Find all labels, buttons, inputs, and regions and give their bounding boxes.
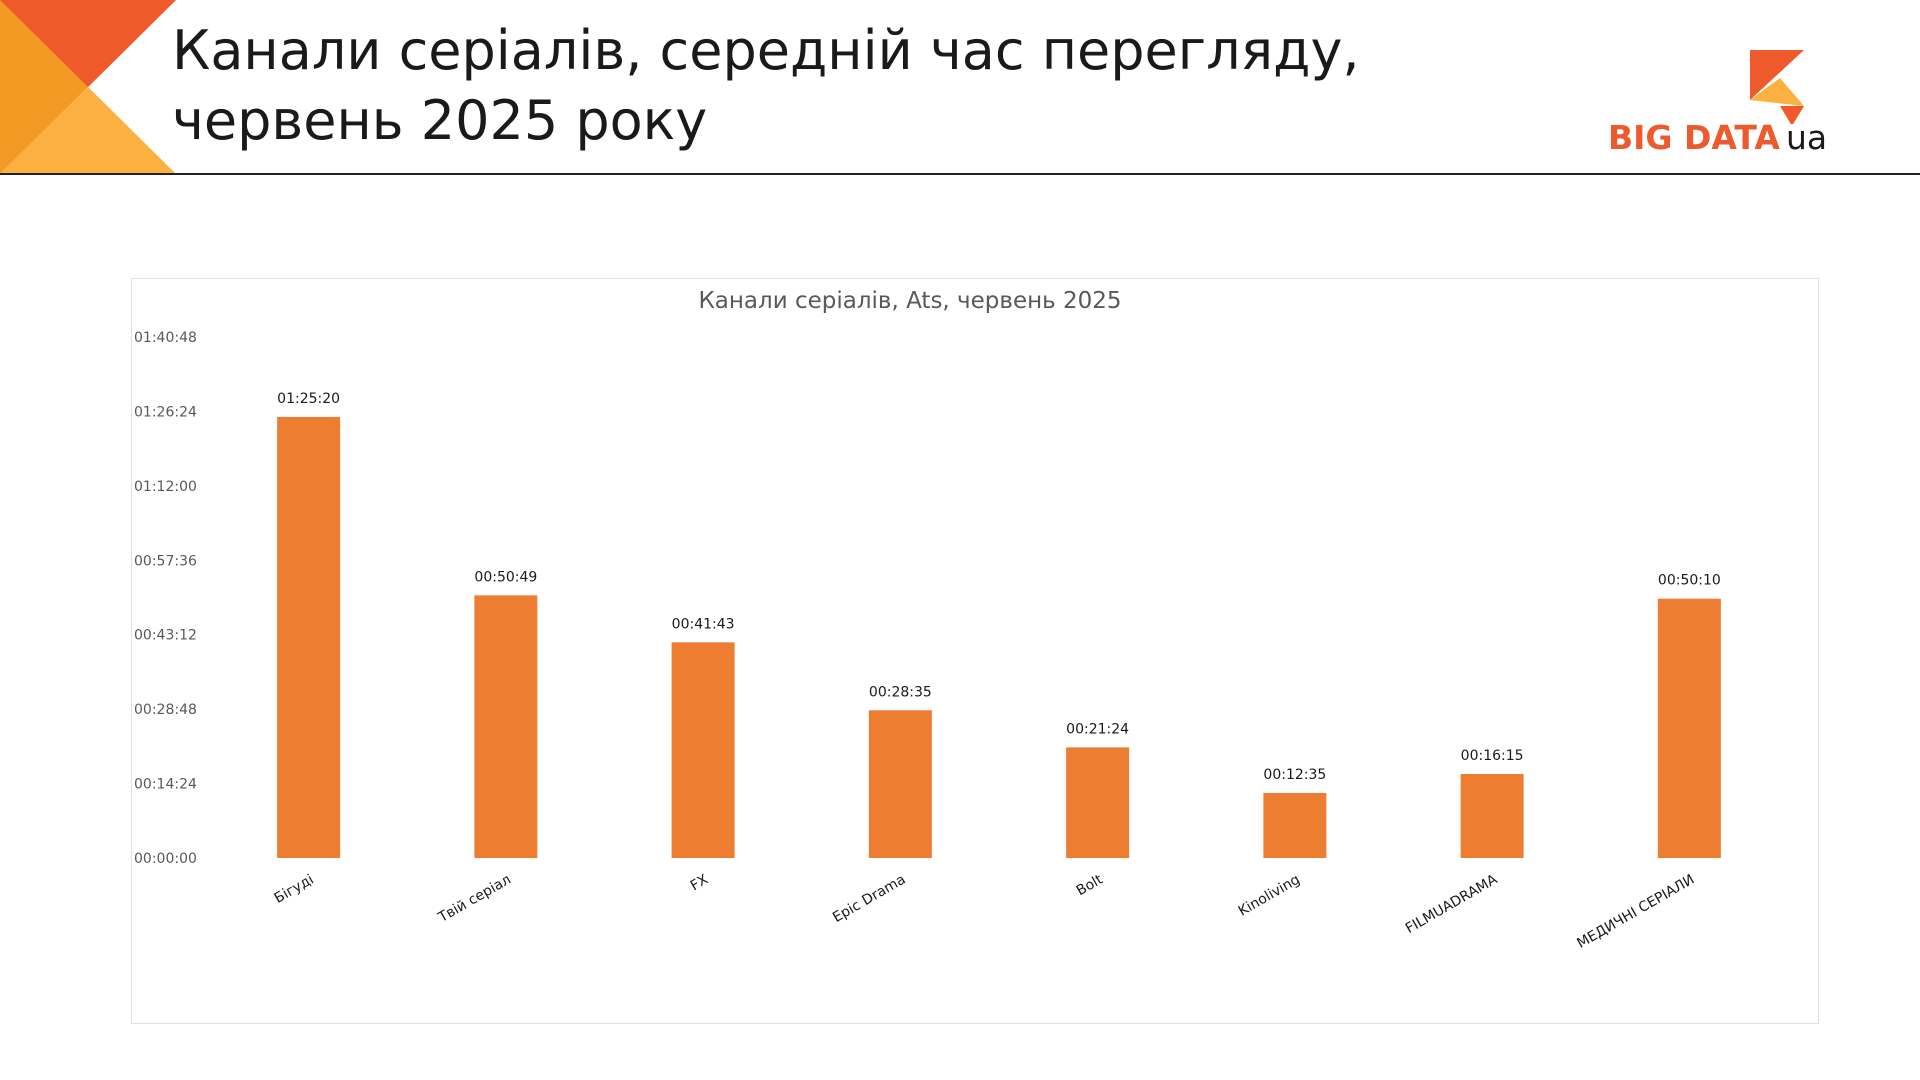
bar-value-label: 00:50:10 xyxy=(1658,573,1721,589)
y-tick-label: 01:12:00 xyxy=(134,479,197,495)
page-title: Канали серіалів, середній час перегляду,… xyxy=(172,16,1472,156)
page-title-line-1: Канали серіалів, середній час перегляду, xyxy=(172,19,1360,82)
logo-suffix: ua xyxy=(1786,118,1828,157)
bar-value-label: 00:28:35 xyxy=(869,684,932,700)
x-category-label: Бігуді xyxy=(272,872,317,907)
bar xyxy=(474,595,538,858)
x-axis: Бігуді Твій серіал FX Epic Drama Bolt Kinoliv… xyxy=(272,871,1698,952)
x-category-label: FX xyxy=(688,871,712,894)
chart-frame: Канали серіалів, Ats, червень 2025 00:00… xyxy=(131,278,1819,1024)
bar-value-label: 01:25:20 xyxy=(277,391,340,407)
bar xyxy=(1657,598,1721,858)
bar xyxy=(277,416,341,858)
bar-value-labels: 01:25:20 00:50:49 00:41:43 00:28:35 00:21:24… xyxy=(277,391,1721,783)
bar xyxy=(1460,774,1524,858)
chart-title: Канали серіалів, Ats, червень 2025 xyxy=(698,288,1121,314)
bar xyxy=(1263,792,1327,858)
x-category-label: Kinoliving xyxy=(1236,872,1303,920)
x-category-label: Твій серіал xyxy=(435,872,514,927)
page-title-line-2: червень 2025 року xyxy=(172,89,708,152)
bar xyxy=(671,642,735,858)
logo-text: BIG DATA xyxy=(1608,118,1780,157)
y-tick-label: 00:14:24 xyxy=(134,777,197,793)
y-tick-label: 00:00:00 xyxy=(134,851,197,867)
y-tick-label: 01:40:48 xyxy=(134,330,197,346)
y-tick-label: 00:57:36 xyxy=(134,553,197,569)
y-tick-label: 00:43:12 xyxy=(134,628,197,644)
header-divider xyxy=(0,173,1920,175)
x-category-label: FILMUADRAMA xyxy=(1403,871,1501,937)
y-axis: 00:00:00 00:14:24 00:28:48 00:43:12 00:57:36… xyxy=(134,330,197,867)
bar-value-label: 00:41:43 xyxy=(672,616,735,632)
corner-decoration xyxy=(0,0,176,174)
x-category-label: Bolt xyxy=(1074,871,1106,899)
bar-value-label: 00:21:24 xyxy=(1066,721,1129,737)
y-tick-label: 00:28:48 xyxy=(134,702,197,718)
x-category-label: МЕДИЧНІ СЕРІАЛИ xyxy=(1574,872,1697,952)
bars xyxy=(277,416,1721,858)
bar-value-label: 00:16:15 xyxy=(1461,748,1524,764)
bar xyxy=(1066,747,1130,858)
bar xyxy=(868,710,932,858)
bar-value-label: 00:50:49 xyxy=(474,569,537,585)
bar-value-label: 00:12:35 xyxy=(1263,767,1326,783)
bar-chart: Канали серіалів, Ats, червень 2025 00:00… xyxy=(134,288,1721,952)
logo-mark-icon xyxy=(1750,50,1804,124)
big-data-logo: BIG DATA ua xyxy=(1600,44,1840,164)
y-tick-label: 01:26:24 xyxy=(134,404,197,420)
x-category-label: Epic Drama xyxy=(830,872,908,926)
